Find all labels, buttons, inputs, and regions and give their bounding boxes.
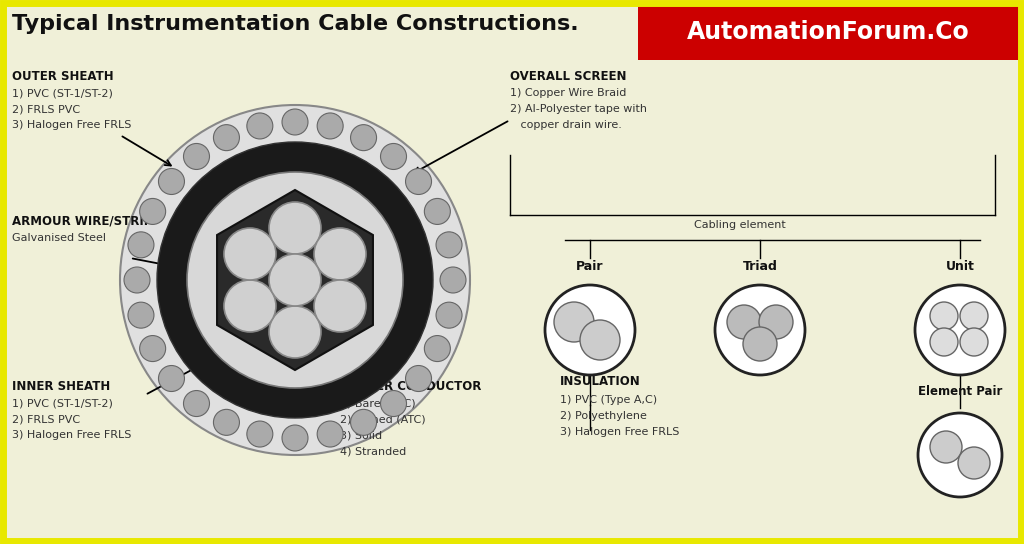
Circle shape	[159, 169, 184, 195]
Circle shape	[224, 280, 275, 332]
Circle shape	[406, 169, 431, 195]
Circle shape	[269, 202, 321, 254]
Circle shape	[187, 172, 403, 388]
Circle shape	[350, 125, 377, 151]
Circle shape	[436, 302, 462, 328]
Circle shape	[183, 391, 210, 417]
Text: Unit: Unit	[945, 260, 975, 273]
Text: 3) Halogen Free FRLS: 3) Halogen Free FRLS	[560, 427, 679, 437]
Circle shape	[381, 391, 407, 417]
Text: 1) Bare (ABC): 1) Bare (ABC)	[340, 398, 416, 408]
Circle shape	[961, 302, 988, 330]
Circle shape	[159, 366, 184, 392]
Text: Triad: Triad	[742, 260, 777, 273]
Circle shape	[282, 425, 308, 451]
Circle shape	[406, 366, 431, 392]
Circle shape	[545, 285, 635, 375]
Circle shape	[317, 421, 343, 447]
Circle shape	[139, 199, 166, 225]
Circle shape	[282, 109, 308, 135]
Circle shape	[759, 305, 793, 339]
Circle shape	[124, 267, 150, 293]
Text: 1) PVC (ST-1/ST-2): 1) PVC (ST-1/ST-2)	[12, 88, 113, 98]
Text: COPPER CONDUCTOR: COPPER CONDUCTOR	[340, 380, 481, 393]
Text: AutomationForum.Co: AutomationForum.Co	[687, 20, 970, 44]
Text: INNER SHEATH: INNER SHEATH	[12, 380, 111, 393]
Circle shape	[139, 336, 166, 362]
Text: 3) Solid: 3) Solid	[340, 430, 382, 440]
Text: Element Pair: Element Pair	[918, 385, 1002, 398]
Text: 3) Halogen Free FRLS: 3) Halogen Free FRLS	[12, 120, 131, 130]
Text: OVERALL SCREEN: OVERALL SCREEN	[510, 70, 627, 83]
Text: Pair: Pair	[577, 260, 604, 273]
Circle shape	[128, 302, 154, 328]
Text: ARMOUR WIRE/STRIP: ARMOUR WIRE/STRIP	[12, 215, 153, 228]
Circle shape	[269, 306, 321, 358]
Circle shape	[183, 144, 210, 170]
Circle shape	[247, 421, 272, 447]
Text: 1) PVC (ST-1/ST-2): 1) PVC (ST-1/ST-2)	[12, 398, 113, 408]
Circle shape	[918, 413, 1002, 497]
Text: OUTER SHEATH: OUTER SHEATH	[12, 70, 114, 83]
Circle shape	[554, 302, 594, 342]
Circle shape	[213, 125, 240, 151]
Circle shape	[961, 328, 988, 356]
Circle shape	[580, 320, 620, 360]
Text: 2) FRLS PVC: 2) FRLS PVC	[12, 414, 80, 424]
Text: 2) Al-Polyester tape with: 2) Al-Polyester tape with	[510, 104, 647, 114]
Circle shape	[424, 336, 451, 362]
Circle shape	[269, 254, 321, 306]
Circle shape	[314, 228, 366, 280]
Circle shape	[930, 302, 958, 330]
Circle shape	[958, 447, 990, 479]
Circle shape	[120, 105, 470, 455]
Polygon shape	[217, 190, 373, 370]
Circle shape	[224, 228, 275, 280]
Circle shape	[350, 409, 377, 435]
Text: Typical Instrumentation Cable Constructions.: Typical Instrumentation Cable Constructi…	[12, 14, 579, 34]
Text: 1) Copper Wire Braid: 1) Copper Wire Braid	[510, 88, 627, 98]
Circle shape	[715, 285, 805, 375]
Text: 1) PVC (Type A,C): 1) PVC (Type A,C)	[560, 395, 657, 405]
Circle shape	[743, 327, 777, 361]
Circle shape	[317, 113, 343, 139]
Circle shape	[381, 144, 407, 170]
Text: 2) Polyethylene: 2) Polyethylene	[560, 411, 647, 421]
Circle shape	[727, 305, 761, 339]
Circle shape	[213, 409, 240, 435]
Text: Cabling element: Cabling element	[694, 220, 785, 230]
Circle shape	[157, 142, 433, 418]
Circle shape	[128, 232, 154, 258]
Circle shape	[930, 431, 962, 463]
Text: Galvanised Steel: Galvanised Steel	[12, 233, 106, 243]
Circle shape	[440, 267, 466, 293]
Circle shape	[247, 113, 272, 139]
Text: INSULATION: INSULATION	[560, 375, 641, 388]
Text: copper drain wire.: copper drain wire.	[510, 120, 622, 130]
Circle shape	[424, 199, 451, 225]
Circle shape	[915, 285, 1005, 375]
Circle shape	[930, 328, 958, 356]
Text: 4) Stranded: 4) Stranded	[340, 446, 407, 456]
Text: 2) FRLS PVC: 2) FRLS PVC	[12, 104, 80, 114]
Bar	[638, 5, 1019, 60]
Circle shape	[314, 280, 366, 332]
Text: 2) Tinned (ATC): 2) Tinned (ATC)	[340, 414, 426, 424]
Circle shape	[436, 232, 462, 258]
Text: 3) Halogen Free FRLS: 3) Halogen Free FRLS	[12, 430, 131, 440]
